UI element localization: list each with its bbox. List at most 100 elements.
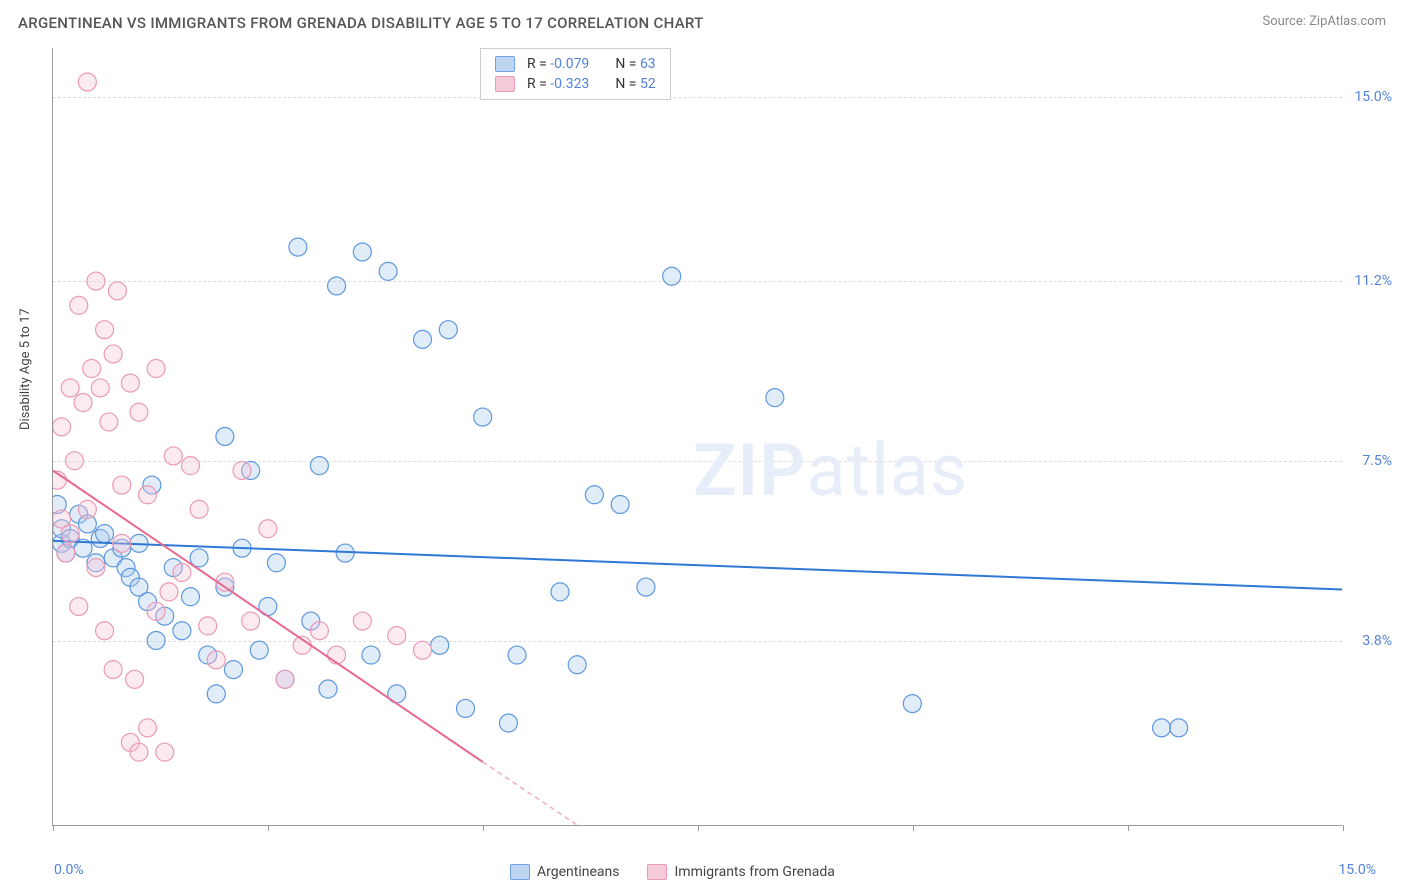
data-point bbox=[104, 345, 122, 363]
x-tick bbox=[1343, 825, 1344, 831]
legend-swatch bbox=[510, 864, 530, 880]
data-point bbox=[104, 661, 122, 679]
data-point bbox=[276, 670, 294, 688]
data-point bbox=[431, 636, 449, 654]
r-value: -0.079 bbox=[550, 56, 589, 72]
r-value: -0.323 bbox=[550, 76, 589, 92]
data-point bbox=[147, 631, 165, 649]
data-point bbox=[199, 617, 217, 635]
data-point bbox=[113, 476, 131, 494]
y-tick-label: 11.2% bbox=[1354, 273, 1392, 289]
x-axis-max-label: 15.0% bbox=[1338, 862, 1376, 878]
data-point bbox=[439, 321, 457, 339]
r-label: R = -0.323 bbox=[527, 76, 589, 92]
legend-stat-row: R = -0.079N = 63 bbox=[495, 54, 656, 74]
data-point bbox=[74, 394, 92, 412]
legend-item: Immigrants from Grenada bbox=[647, 864, 834, 880]
series-legend: Argentineans Immigrants from Grenada bbox=[510, 864, 835, 880]
data-point bbox=[499, 714, 517, 732]
data-point bbox=[224, 661, 242, 679]
data-point bbox=[160, 583, 178, 601]
legend-swatch bbox=[495, 56, 515, 72]
data-point bbox=[216, 428, 234, 446]
data-point bbox=[585, 486, 603, 504]
data-point bbox=[310, 457, 328, 475]
x-tick bbox=[913, 825, 914, 831]
data-point bbox=[173, 622, 191, 640]
data-point bbox=[147, 602, 165, 620]
y-axis-label: Disability Age 5 to 17 bbox=[18, 308, 33, 430]
x-axis-min-label: 0.0% bbox=[54, 862, 84, 878]
n-label: N = 52 bbox=[615, 76, 655, 92]
data-point bbox=[182, 588, 200, 606]
data-point bbox=[551, 583, 569, 601]
data-point bbox=[121, 374, 139, 392]
source-attribution: Source: ZipAtlas.com bbox=[1262, 14, 1386, 29]
data-point bbox=[164, 447, 182, 465]
data-point bbox=[130, 403, 148, 421]
data-point bbox=[1153, 719, 1171, 737]
data-point bbox=[267, 554, 285, 572]
data-point bbox=[379, 262, 397, 280]
data-point bbox=[289, 238, 307, 256]
trend-line bbox=[53, 470, 483, 761]
data-point bbox=[182, 457, 200, 475]
data-point bbox=[310, 622, 328, 640]
data-point bbox=[53, 418, 71, 436]
x-tick bbox=[483, 825, 484, 831]
legend-label: Immigrants from Grenada bbox=[674, 864, 834, 880]
data-point bbox=[414, 641, 432, 659]
data-point bbox=[78, 73, 96, 91]
data-point bbox=[83, 360, 101, 378]
data-point bbox=[766, 389, 784, 407]
n-value: 52 bbox=[640, 76, 656, 92]
data-point bbox=[126, 670, 144, 688]
data-point bbox=[147, 360, 165, 378]
data-point bbox=[139, 719, 157, 737]
data-point bbox=[568, 656, 586, 674]
data-point bbox=[663, 267, 681, 285]
legend-label: Argentineans bbox=[537, 864, 619, 880]
chart-title: ARGENTINEAN VS IMMIGRANTS FROM GRENADA D… bbox=[18, 14, 704, 32]
trend-line bbox=[53, 541, 1342, 590]
data-point bbox=[108, 282, 126, 300]
data-point bbox=[388, 627, 406, 645]
data-point bbox=[96, 321, 114, 339]
data-point bbox=[130, 743, 148, 761]
plot-area: ZIPatlas bbox=[52, 48, 1342, 826]
data-point bbox=[328, 646, 346, 664]
data-point bbox=[70, 296, 88, 314]
data-point bbox=[65, 452, 83, 470]
data-point bbox=[233, 462, 251, 480]
data-point bbox=[139, 486, 157, 504]
data-point bbox=[70, 597, 88, 615]
data-point bbox=[328, 277, 346, 295]
data-point bbox=[319, 680, 337, 698]
data-point bbox=[61, 525, 79, 543]
trend-line-extension bbox=[483, 762, 578, 825]
data-point bbox=[456, 699, 474, 717]
data-point bbox=[474, 408, 492, 426]
legend-swatch bbox=[647, 864, 667, 880]
x-tick bbox=[268, 825, 269, 831]
data-point bbox=[190, 500, 208, 518]
legend-stat-row: R = -0.323 N = 52 bbox=[495, 74, 656, 94]
data-point bbox=[96, 622, 114, 640]
data-point bbox=[87, 559, 105, 577]
data-point bbox=[91, 379, 109, 397]
data-point bbox=[362, 646, 380, 664]
data-point bbox=[903, 695, 921, 713]
data-point bbox=[78, 500, 96, 518]
data-point bbox=[61, 379, 79, 397]
data-point bbox=[87, 272, 105, 290]
data-point bbox=[611, 495, 629, 513]
y-tick-label: 3.8% bbox=[1362, 633, 1392, 649]
data-point bbox=[250, 641, 268, 659]
scatter-plot-svg bbox=[53, 48, 1342, 825]
data-point bbox=[113, 534, 131, 552]
data-point bbox=[259, 520, 277, 538]
data-point bbox=[207, 651, 225, 669]
data-point bbox=[1170, 719, 1188, 737]
data-point bbox=[173, 563, 191, 581]
x-tick bbox=[1128, 825, 1129, 831]
